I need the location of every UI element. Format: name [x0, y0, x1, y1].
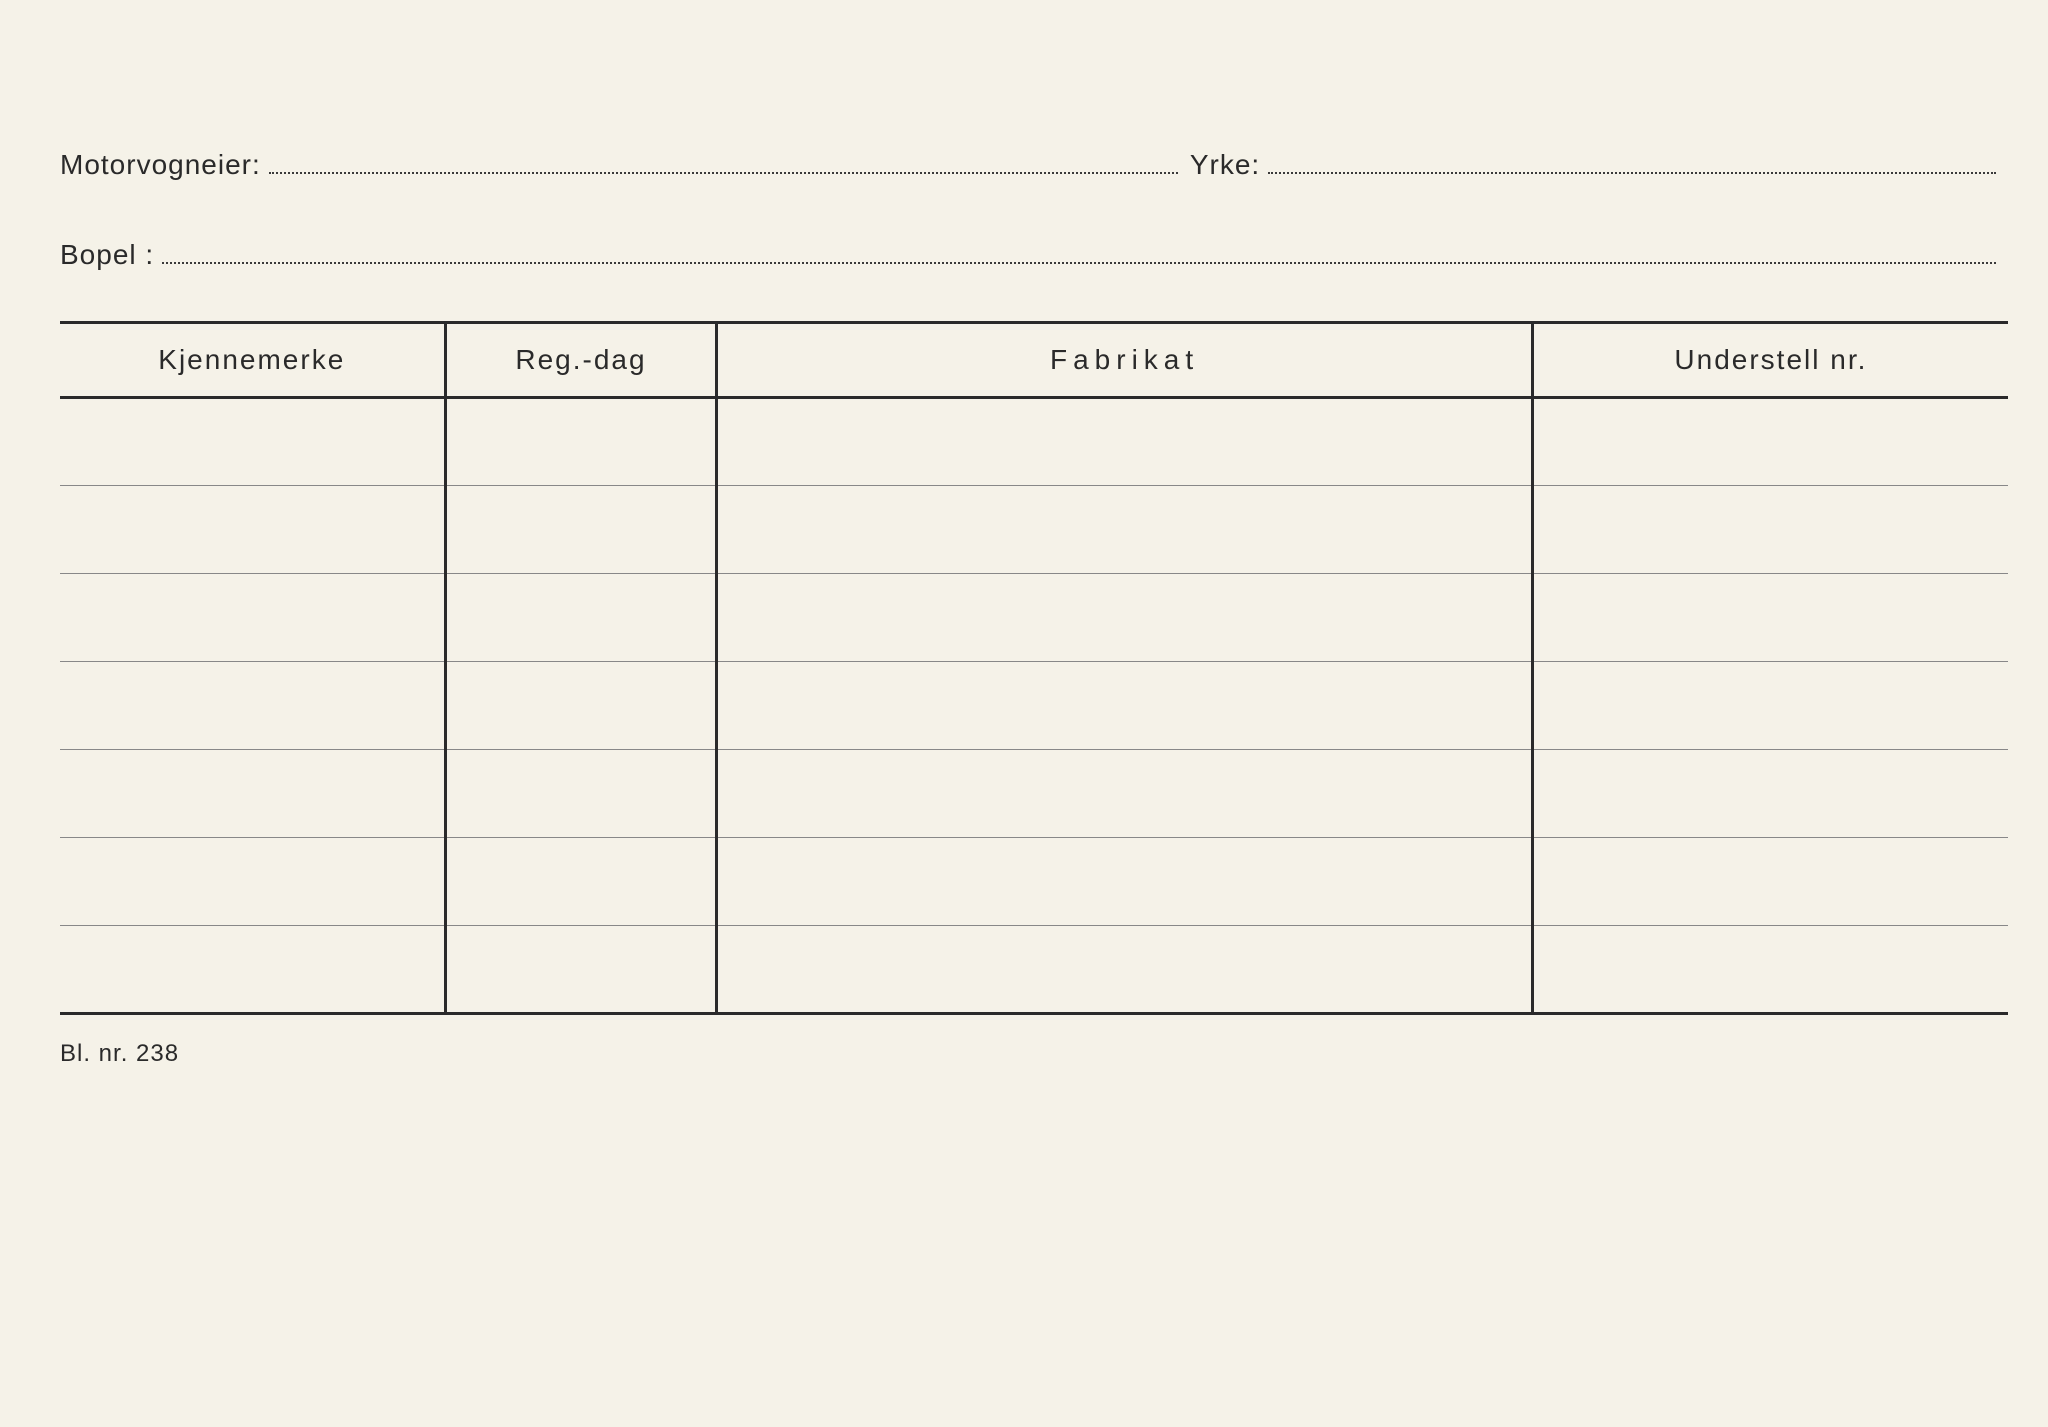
table-cell[interactable] — [445, 750, 717, 838]
form-fields-section: Motorvogneier: Yrke: Bopel : — [60, 140, 2008, 271]
table-cell[interactable] — [60, 838, 445, 926]
table-cell[interactable] — [1532, 574, 2008, 662]
table-row — [60, 398, 2008, 486]
table-row — [60, 926, 2008, 1014]
residence-row: Bopel : — [60, 231, 2008, 272]
table-cell[interactable] — [717, 662, 1532, 750]
column-header-regdag: Reg.-dag — [445, 323, 717, 398]
table-cell[interactable] — [1532, 486, 2008, 574]
table-cell[interactable] — [445, 574, 717, 662]
table-cell[interactable] — [717, 486, 1532, 574]
table-cell[interactable] — [717, 750, 1532, 838]
owner-label: Motorvogneier: — [60, 149, 261, 181]
table-cell[interactable] — [1532, 926, 2008, 1014]
table-header-row: Kjennemerke Reg.-dag Fabrikat Understell… — [60, 323, 2008, 398]
table-cell[interactable] — [445, 662, 717, 750]
table-cell[interactable] — [60, 574, 445, 662]
column-header-fabrikat: Fabrikat — [717, 323, 1532, 398]
table-cell[interactable] — [717, 398, 1532, 486]
table-cell[interactable] — [445, 838, 717, 926]
table-cell[interactable] — [60, 486, 445, 574]
table-cell[interactable] — [60, 750, 445, 838]
column-header-understell: Understell nr. — [1532, 323, 2008, 398]
table-cell[interactable] — [1532, 750, 2008, 838]
profession-input-line[interactable] — [1268, 140, 1996, 174]
table-cell[interactable] — [717, 838, 1532, 926]
table-cell[interactable] — [60, 398, 445, 486]
column-header-kjennemerke: Kjennemerke — [60, 323, 445, 398]
table-cell[interactable] — [1532, 662, 2008, 750]
table-row — [60, 662, 2008, 750]
table-body — [60, 398, 2008, 1014]
table-row — [60, 750, 2008, 838]
table-row — [60, 486, 2008, 574]
table-cell[interactable] — [60, 926, 445, 1014]
table-row — [60, 838, 2008, 926]
owner-profession-row: Motorvogneier: Yrke: — [60, 140, 2008, 181]
table-cell[interactable] — [445, 926, 717, 1014]
form-number: Bl. nr. 238 — [60, 1040, 2008, 1068]
table-cell[interactable] — [445, 398, 717, 486]
residence-input-line[interactable] — [162, 231, 1996, 265]
table-cell[interactable] — [717, 926, 1532, 1014]
table-cell[interactable] — [717, 574, 1532, 662]
profession-label: Yrke: — [1190, 149, 1260, 181]
table-cell[interactable] — [445, 486, 717, 574]
table-cell[interactable] — [60, 662, 445, 750]
residence-label: Bopel : — [60, 239, 154, 271]
owner-input-line[interactable] — [269, 140, 1178, 174]
table-cell[interactable] — [1532, 838, 2008, 926]
table-cell[interactable] — [1532, 398, 2008, 486]
registration-table: Kjennemerke Reg.-dag Fabrikat Understell… — [60, 321, 2008, 1015]
table-row — [60, 574, 2008, 662]
